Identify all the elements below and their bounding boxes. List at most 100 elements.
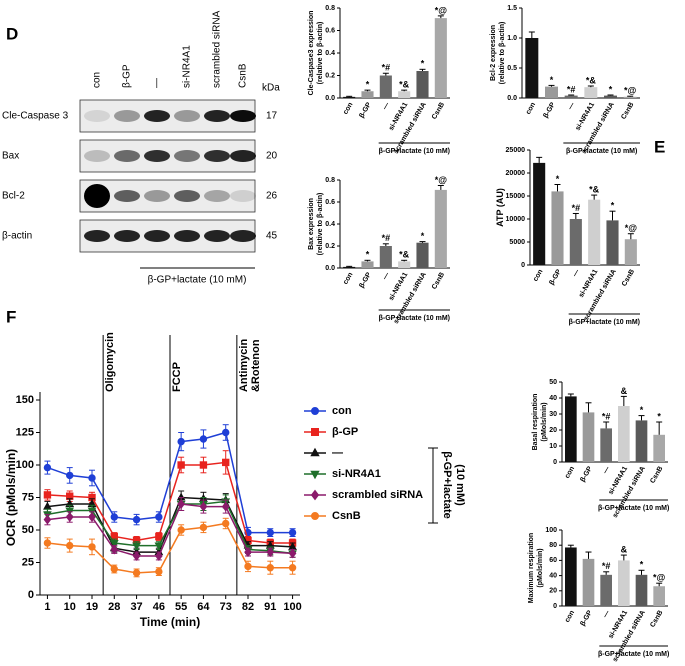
annotation: *# (572, 203, 581, 213)
x-tick-label: CsnB (649, 465, 664, 484)
y-tick-label: 25 (22, 556, 34, 568)
y-tick-label: 25000 (506, 147, 526, 154)
y-tick-label: 20 (549, 427, 557, 434)
x-tick-label: — (602, 609, 612, 619)
y-tick-label: 0.5 (507, 65, 517, 72)
y-tick-label: 10 (549, 443, 557, 450)
marker (266, 564, 274, 572)
y-tick-label: 0.6 (325, 27, 335, 34)
marker (155, 567, 163, 576)
bracket-label: (10 mM) (454, 464, 466, 506)
bar (582, 558, 595, 606)
marker (43, 463, 52, 472)
bar (551, 191, 564, 265)
marker (109, 539, 119, 548)
y-axis-label: (pMols/min) (537, 548, 544, 587)
x-tick-label: 55 (175, 601, 187, 613)
legend-label: β-GP (332, 426, 358, 438)
series-line (47, 522, 293, 574)
blot-band (230, 230, 256, 242)
y-tick-label: 80 (549, 542, 557, 549)
blot-band (204, 150, 230, 162)
x-tick-label: — (382, 101, 392, 111)
legend-marker (311, 428, 319, 436)
x-tick-label: con (525, 101, 537, 115)
x-tick-label: 28 (108, 601, 120, 613)
blot-band (84, 184, 110, 208)
row-label: Bax (2, 151, 19, 162)
y-tick-label: 0 (521, 262, 525, 269)
y-axis-label: (relative to β-actin) (499, 22, 506, 85)
blot-band (204, 190, 230, 202)
bar (434, 18, 447, 98)
y-axis-label: Basal respiration (532, 394, 539, 451)
y-tick-label: 0.2 (325, 72, 335, 79)
y-tick-label: 0.8 (325, 177, 335, 184)
x-tick-label: β-GP (358, 101, 373, 119)
y-axis-label: (pMols/min) (541, 402, 548, 441)
bar (653, 434, 665, 462)
marker (132, 569, 141, 577)
x-tick-label: β-GP (358, 271, 373, 289)
lane-label: CsnB (238, 63, 249, 88)
bar (398, 91, 411, 98)
marker (110, 565, 118, 573)
x-tick-label: 46 (153, 601, 165, 613)
y-tick-label: 0.8 (325, 5, 335, 12)
blot-band (230, 110, 256, 122)
annotation: & (621, 544, 628, 554)
marker (155, 513, 163, 521)
blot-band (230, 150, 256, 162)
annotation: * (366, 80, 370, 90)
x-tick-label: 100 (283, 601, 301, 613)
legend-marker (311, 512, 319, 520)
x-tick-label: CsnB (649, 609, 664, 628)
panel-label: E (654, 137, 665, 156)
y-tick-label: 0 (553, 603, 557, 610)
marker (132, 542, 141, 551)
x-tick-label: CsnB (431, 271, 446, 290)
blot-band (144, 110, 170, 122)
bar (653, 586, 665, 606)
marker (222, 428, 230, 437)
y-tick-label: 0.0 (507, 95, 517, 102)
x-tick-label: CsnB (431, 101, 446, 120)
blot-band (114, 150, 140, 162)
y-tick-label: 150 (16, 394, 34, 406)
blot-band (84, 110, 110, 122)
bar (533, 162, 546, 265)
y-axis-label: (relative to β-actin) (317, 22, 324, 85)
annotation: * (550, 75, 554, 85)
y-tick-label: 40 (549, 395, 557, 402)
marker (43, 491, 52, 499)
blot-band (204, 230, 230, 242)
x-tick-label: con (342, 101, 354, 115)
series-line (47, 461, 293, 544)
marker (244, 547, 252, 558)
bar (343, 266, 356, 268)
row-label: Cle-Caspase 3 (2, 111, 69, 122)
x-tick-label: 37 (130, 601, 142, 613)
bar (584, 87, 598, 98)
x-tick-label: con (564, 609, 576, 623)
bar (379, 246, 392, 268)
series-line (47, 431, 293, 534)
legend-label: CsnB (332, 510, 361, 522)
annotation: * (640, 405, 644, 415)
blot-band (174, 230, 200, 242)
marker (199, 501, 208, 512)
annotation: *# (567, 84, 576, 94)
x-tick-label: — (572, 268, 582, 278)
kda-value: 26 (266, 191, 278, 202)
annotation: * (421, 59, 425, 69)
bar (379, 75, 392, 98)
marker (87, 507, 97, 516)
marker (43, 514, 52, 525)
kda-value: 45 (266, 231, 278, 242)
bar (398, 261, 411, 268)
x-tick-label: CsnB (621, 268, 636, 287)
row-label: β-actin (2, 231, 32, 242)
lane-label: β-GP (122, 64, 133, 88)
annotation: *@ (625, 223, 638, 233)
bar (564, 95, 578, 98)
